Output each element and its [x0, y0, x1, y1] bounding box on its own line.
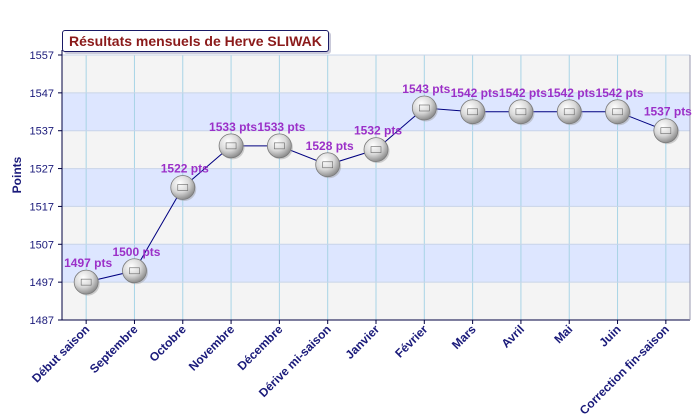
data-label: 1533 pts: [209, 120, 257, 134]
marker-logo: [274, 142, 285, 150]
y-tick-label: 1537: [30, 126, 54, 138]
data-label: 1532 pts: [354, 124, 402, 138]
y-tick-label: 1557: [30, 50, 54, 62]
marker-logo: [225, 142, 237, 150]
y-tick-label: 1497: [30, 277, 54, 289]
data-point: [556, 99, 582, 125]
chart-title: Résultats mensuels de Herve SLIWAK: [62, 30, 329, 52]
x-tick-label: Janvier: [343, 322, 383, 362]
x-tick-label: Septembre: [87, 322, 141, 376]
marker-logo: [322, 161, 333, 169]
x-tick-label: Mai: [551, 322, 575, 346]
data-point: [170, 175, 196, 200]
x-tick-label: Novembre: [186, 322, 238, 374]
marker-logo: [563, 108, 575, 116]
marker-logo: [129, 267, 140, 275]
data-point: [653, 118, 679, 144]
marker-logo: [515, 108, 527, 116]
y-axis-label: Points: [10, 156, 24, 194]
data-label: 1542 pts: [451, 86, 499, 100]
x-tick-label: Février: [392, 322, 430, 360]
marker-logo: [419, 104, 430, 112]
data-label: 1542 pts: [547, 86, 595, 100]
marker-logo: [660, 127, 672, 135]
data-label: 1543 pts: [402, 82, 450, 96]
data-label: 1533 pts: [257, 120, 305, 134]
data-label: 1500 pts: [112, 245, 160, 259]
x-tick-label: Octobre: [146, 322, 189, 365]
y-tick-label: 1527: [30, 164, 54, 176]
y-tick-label: 1517: [30, 201, 54, 213]
y-tick-label: 1507: [30, 239, 54, 251]
x-tick-label: Mars: [449, 322, 479, 352]
y-tick-label: 1547: [30, 88, 54, 100]
data-point: [266, 133, 292, 159]
x-tick-label: Avril: [499, 322, 527, 350]
data-point: [363, 137, 389, 163]
data-point: [122, 258, 147, 284]
marker-logo: [177, 184, 189, 191]
data-label: 1497 pts: [64, 256, 112, 270]
data-label: 1522 pts: [161, 162, 209, 176]
data-point: [411, 95, 437, 121]
data-point: [605, 99, 630, 125]
y-tick-label: 1487: [30, 315, 54, 327]
data-label: 1542 pts: [596, 86, 644, 100]
x-tick-label: Juin: [596, 322, 623, 349]
data-point: [460, 99, 486, 125]
data-label: 1537 pts: [644, 105, 692, 119]
data-point: [315, 152, 341, 178]
data-label: 1528 pts: [306, 139, 354, 153]
data-label: 1542 pts: [499, 86, 547, 100]
data-point: [218, 133, 244, 159]
x-tick-label: Correction fin-saison: [577, 322, 672, 417]
marker-logo: [467, 108, 478, 116]
data-point: [73, 269, 99, 295]
data-point: [508, 99, 534, 125]
x-tick-label: Début saison: [29, 322, 92, 385]
marker-logo: [612, 108, 623, 116]
marker-logo: [80, 278, 92, 286]
marker-logo: [370, 146, 382, 153]
x-tick-label: Décembre: [235, 322, 286, 373]
